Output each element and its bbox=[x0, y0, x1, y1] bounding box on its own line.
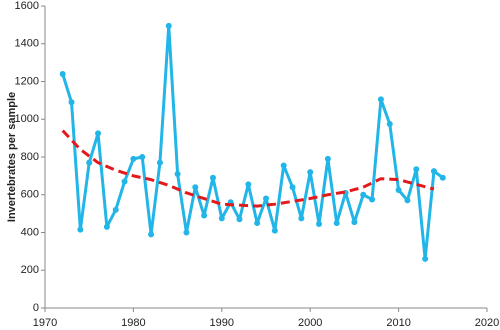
data-point bbox=[360, 191, 367, 198]
data-point bbox=[395, 187, 402, 194]
data-point bbox=[307, 169, 314, 176]
data-point bbox=[422, 255, 429, 262]
data-point bbox=[201, 212, 208, 219]
data-point bbox=[156, 159, 163, 166]
data-point bbox=[174, 170, 181, 177]
data-point bbox=[245, 181, 252, 188]
data-point bbox=[324, 155, 331, 162]
y-tick-label: 1000 bbox=[15, 113, 39, 125]
data-point bbox=[271, 227, 278, 234]
data-point bbox=[192, 184, 199, 191]
data-point bbox=[183, 229, 190, 236]
data-line bbox=[61, 24, 444, 261]
y-tick-label: 1400 bbox=[15, 38, 39, 50]
data-point bbox=[59, 70, 66, 77]
data-point bbox=[68, 99, 75, 106]
x-tick-label: 1990 bbox=[210, 317, 234, 329]
y-tick-label: 800 bbox=[21, 151, 39, 163]
data-point bbox=[263, 195, 269, 202]
data-point bbox=[77, 226, 84, 233]
y-tick-label: 600 bbox=[21, 189, 39, 201]
y-tick-label: 0 bbox=[33, 302, 39, 314]
data-point bbox=[439, 174, 446, 181]
data-point bbox=[130, 155, 137, 162]
data-point bbox=[236, 216, 243, 223]
y-tick-label: 1200 bbox=[15, 75, 39, 87]
x-tick-label: 1980 bbox=[121, 317, 145, 329]
data-point bbox=[430, 168, 437, 175]
data-point bbox=[298, 215, 305, 222]
y-tick-label: 400 bbox=[21, 226, 39, 238]
data-point bbox=[121, 178, 128, 185]
x-tick-label: 2000 bbox=[298, 317, 322, 329]
data-point bbox=[316, 221, 323, 228]
y-axis-label: Invertebrates per sample bbox=[6, 92, 18, 222]
data-point bbox=[112, 206, 119, 213]
data-point bbox=[369, 196, 376, 203]
data-point bbox=[351, 219, 358, 226]
data-point bbox=[254, 220, 261, 227]
data-point bbox=[377, 96, 384, 103]
y-tick-label: 1600 bbox=[15, 0, 39, 12]
data-point bbox=[404, 197, 411, 204]
data-point bbox=[386, 120, 393, 127]
data-point bbox=[86, 159, 93, 166]
y-tick-label: 200 bbox=[21, 264, 39, 276]
data-point bbox=[289, 184, 296, 191]
data-point bbox=[209, 174, 216, 181]
data-point bbox=[165, 22, 172, 29]
data-point bbox=[218, 215, 225, 222]
data-point bbox=[103, 223, 110, 230]
x-tick-label: 1970 bbox=[33, 317, 57, 329]
data-point bbox=[148, 231, 155, 238]
data-point bbox=[139, 154, 146, 160]
data-point bbox=[95, 130, 102, 137]
x-tick-label: 2020 bbox=[475, 317, 499, 329]
x-tick-label: 2010 bbox=[386, 317, 410, 329]
data-point bbox=[413, 166, 420, 173]
trend-line bbox=[61, 129, 435, 208]
data-point bbox=[333, 220, 340, 227]
data-point bbox=[280, 162, 287, 169]
